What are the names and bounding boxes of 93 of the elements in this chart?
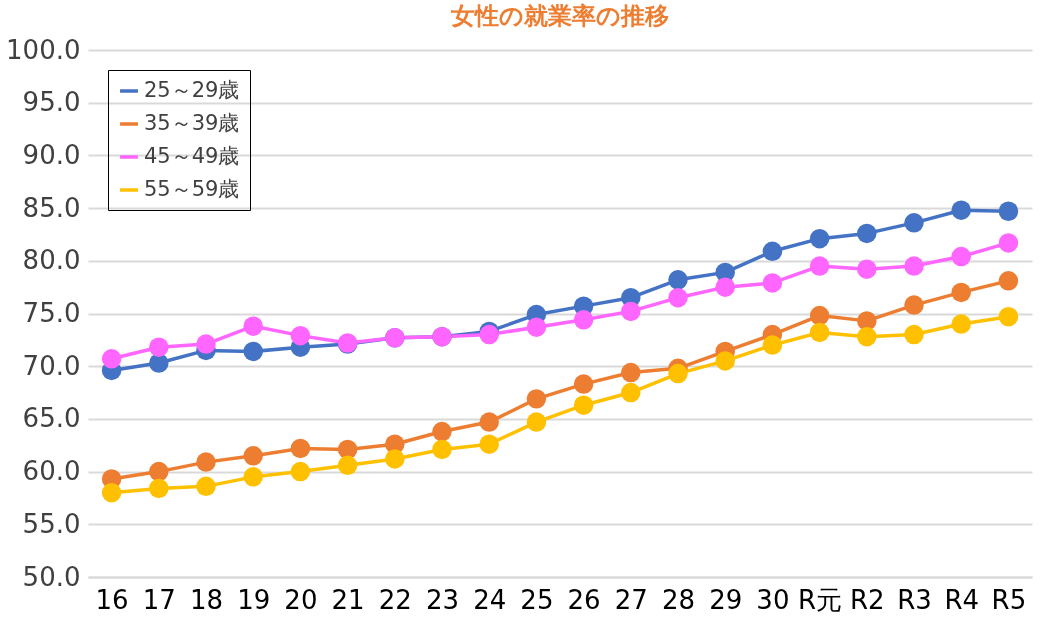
point xyxy=(243,316,263,336)
point xyxy=(621,382,641,403)
legend-label: 45～49歳 xyxy=(144,144,240,168)
point xyxy=(998,233,1019,253)
point xyxy=(762,335,783,355)
point xyxy=(479,412,499,432)
point xyxy=(149,337,169,357)
point xyxy=(432,421,452,442)
point xyxy=(857,223,877,244)
point xyxy=(573,310,594,330)
point xyxy=(715,351,735,371)
legend-label: 55～59歳 xyxy=(144,177,240,201)
x-tick-label: 30 xyxy=(756,584,790,615)
point xyxy=(526,412,547,432)
point xyxy=(998,201,1019,221)
point xyxy=(196,452,216,472)
x-tick-label: 17 xyxy=(142,584,176,615)
point xyxy=(101,349,122,369)
y-tick-label: 55.0 xyxy=(22,508,81,539)
point xyxy=(762,241,783,262)
y-tick-label: 90.0 xyxy=(22,139,81,170)
point xyxy=(149,478,169,499)
point xyxy=(479,434,499,454)
point xyxy=(809,322,830,343)
point xyxy=(951,246,971,267)
point xyxy=(809,256,830,276)
x-tick-label: 27 xyxy=(614,584,648,615)
x-tick-label: 22 xyxy=(378,584,412,615)
point xyxy=(998,271,1019,291)
point xyxy=(290,461,311,482)
point xyxy=(243,446,263,466)
point xyxy=(243,467,263,487)
point xyxy=(715,277,735,297)
point xyxy=(573,374,594,394)
y-tick-label: 85.0 xyxy=(22,192,81,223)
point xyxy=(762,273,783,293)
x-tick-label: 20 xyxy=(284,584,318,615)
y-tick-label: 65.0 xyxy=(22,403,81,434)
point xyxy=(196,334,216,354)
point xyxy=(951,200,971,220)
x-tick-label: R元 xyxy=(798,584,843,615)
point xyxy=(951,314,971,334)
point xyxy=(668,287,688,308)
point xyxy=(951,282,971,303)
point xyxy=(526,317,547,337)
point xyxy=(432,439,452,460)
point xyxy=(573,395,594,415)
point xyxy=(621,362,641,383)
x-tick-label: R4 xyxy=(944,584,979,615)
x-tick-label: 23 xyxy=(425,584,460,615)
x-tick-label: R5 xyxy=(991,584,1027,615)
legend-label: 35～39歳 xyxy=(144,111,240,135)
x-tick-label: 19 xyxy=(237,584,271,615)
y-tick-label: 75.0 xyxy=(22,298,81,328)
point xyxy=(290,438,311,459)
x-tick-label: 16 xyxy=(95,584,129,615)
x-tick-label: 29 xyxy=(709,584,743,615)
chart-title: 女性の就業率の推移 xyxy=(450,2,669,30)
point xyxy=(998,306,1019,327)
x-tick-label: 25 xyxy=(520,584,554,615)
point xyxy=(904,213,924,233)
point xyxy=(337,455,358,475)
y-tick-label: 70.0 xyxy=(22,350,81,381)
point xyxy=(243,341,263,362)
y-tick-label: 60.0 xyxy=(22,456,81,487)
x-tick-label: R3 xyxy=(897,584,932,615)
y-tick-label: 50.0 xyxy=(22,561,81,592)
point xyxy=(668,270,688,290)
point xyxy=(668,363,688,384)
y-tick-label: 80.0 xyxy=(22,245,81,276)
point xyxy=(809,228,830,249)
point xyxy=(904,295,924,315)
point xyxy=(904,256,924,276)
point xyxy=(149,461,169,482)
point xyxy=(904,324,924,345)
point xyxy=(290,325,311,346)
x-tick-label: R2 xyxy=(850,584,885,615)
point xyxy=(196,476,216,497)
x-tick-label: 21 xyxy=(331,584,365,615)
point xyxy=(857,326,877,347)
point xyxy=(101,482,122,503)
point xyxy=(857,259,877,279)
legend-label: 25～29歳 xyxy=(144,78,240,102)
x-tick-label: 26 xyxy=(567,584,601,615)
x-tick-label: 18 xyxy=(189,584,224,615)
x-tick-label: 24 xyxy=(473,584,507,615)
y-tick-label: 95.0 xyxy=(22,87,81,118)
point xyxy=(385,449,405,469)
point xyxy=(526,389,547,409)
x-tick-label: 28 xyxy=(661,584,696,615)
y-tick-label: 100.0 xyxy=(6,34,81,65)
point xyxy=(809,305,830,326)
point xyxy=(621,301,641,322)
